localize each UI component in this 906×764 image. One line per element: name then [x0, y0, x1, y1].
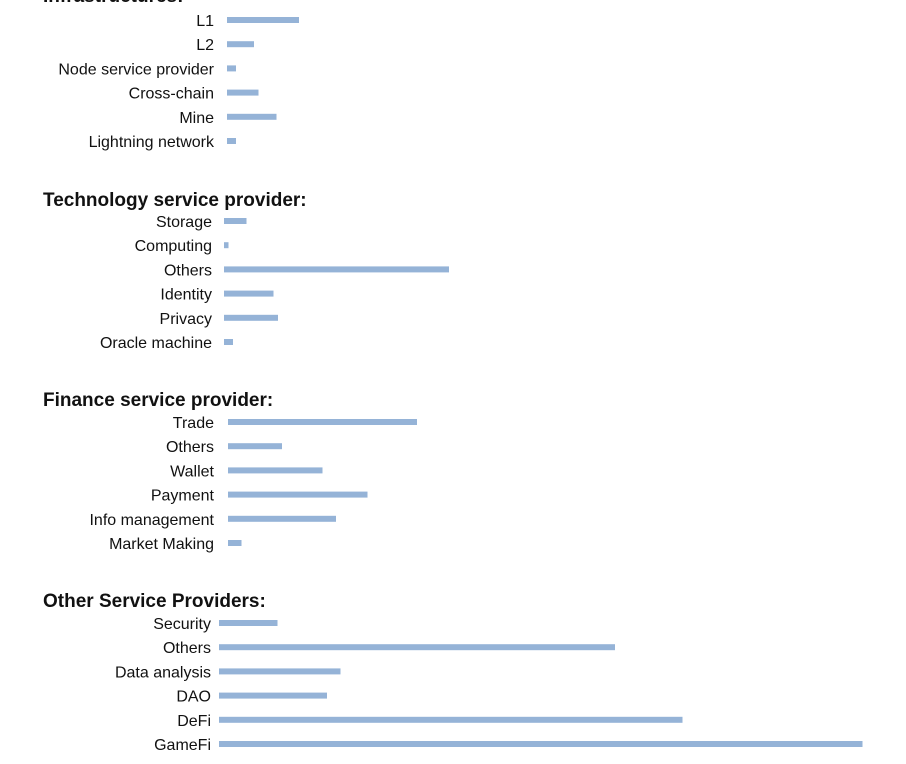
bar	[224, 290, 274, 297]
bar	[219, 692, 327, 699]
bar	[228, 491, 368, 498]
chart-group-4: Other Service Providers: Security Others Da…	[43, 591, 863, 754]
category-label: Cross-chain	[129, 86, 214, 103]
bar	[228, 540, 242, 546]
bar	[224, 339, 233, 345]
category-label: Security	[153, 616, 211, 633]
bar	[224, 242, 229, 249]
category-label: Market Making	[109, 536, 214, 553]
category-label: Trade	[173, 415, 214, 432]
bar	[219, 644, 615, 651]
category-label: Identity	[160, 287, 212, 304]
bar	[219, 716, 683, 723]
bar	[228, 467, 323, 474]
category-label: Computing	[135, 238, 212, 255]
category-label: Wallet	[170, 463, 214, 480]
bar	[224, 218, 247, 224]
category-label: Lightning network	[89, 134, 215, 151]
category-label: DAO	[176, 689, 211, 706]
bar	[219, 668, 341, 675]
chart-group-1: Infrastructures: L1 L2 Node service provide…	[43, 0, 299, 151]
bar	[228, 515, 336, 522]
category-label: Others	[164, 262, 212, 279]
bar	[228, 443, 282, 450]
bar	[227, 65, 236, 72]
category-label: Others	[163, 640, 211, 657]
category-label: DeFi	[177, 713, 211, 730]
bar	[227, 41, 254, 48]
bar	[227, 138, 236, 144]
category-label: L1	[196, 13, 214, 30]
category-label: L2	[196, 37, 214, 54]
bar	[227, 17, 299, 23]
group-title: Technology service provider:	[43, 190, 307, 211]
category-label: Data analysis	[115, 664, 211, 681]
category-label: Privacy	[160, 311, 212, 328]
bar	[219, 741, 863, 747]
bar	[227, 113, 277, 120]
bar	[224, 266, 449, 273]
category-label: Node service provider	[58, 61, 214, 78]
group-title: Finance service provider:	[43, 390, 273, 411]
chart-group-2: Technology service provider: Storage Compu…	[43, 190, 449, 352]
category-label: Storage	[156, 214, 212, 231]
bar	[228, 419, 417, 425]
bar	[224, 314, 278, 321]
group-title: Infrastructures:	[43, 0, 183, 7]
group-title: Other Service Providers:	[43, 591, 266, 612]
category-label: Mine	[179, 110, 214, 127]
category-label: Oracle machine	[100, 335, 212, 352]
category-label: Others	[166, 439, 214, 456]
category-label: Info management	[89, 512, 214, 529]
category-label: GameFi	[154, 737, 211, 754]
chart-group-3: Finance service provider: Trade Others Wall…	[43, 390, 417, 553]
category-label: Payment	[151, 488, 215, 505]
bar	[227, 89, 259, 96]
bar	[219, 620, 278, 626]
